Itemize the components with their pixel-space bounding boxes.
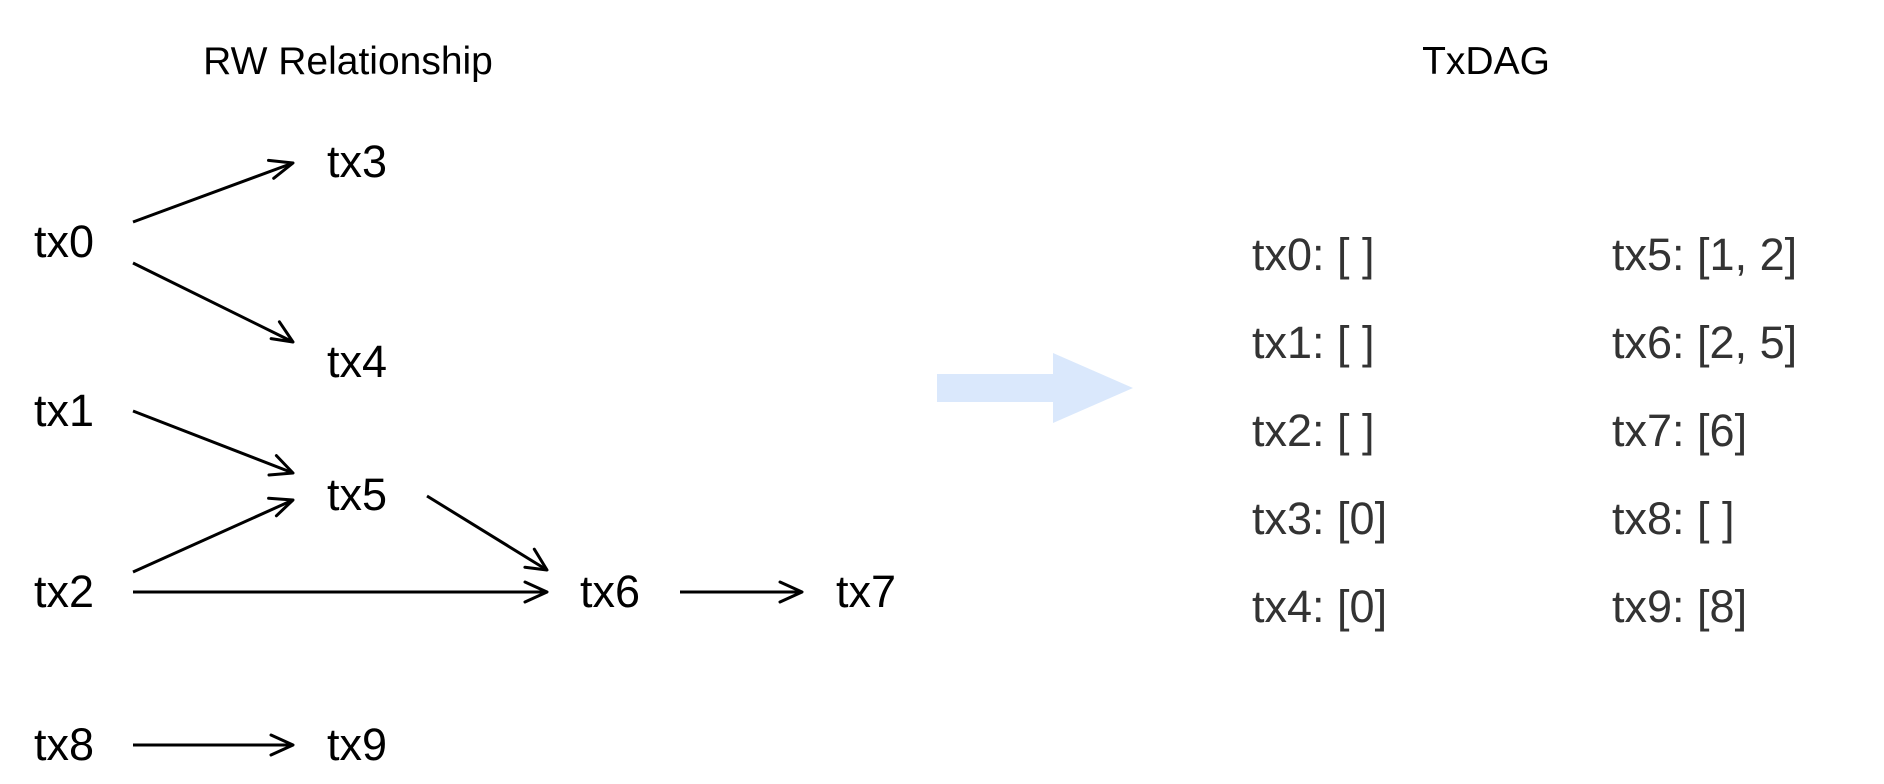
node-tx5: tx5 xyxy=(327,469,387,520)
txdag-entry: tx1: [ ] xyxy=(1252,317,1375,368)
node-tx6: tx6 xyxy=(580,566,640,617)
txdag-list-left: tx0: [ ] tx1: [ ] tx2: [ ] tx3: [0] tx4:… xyxy=(1252,229,1387,632)
node-tx9: tx9 xyxy=(327,719,387,770)
node-tx4: tx4 xyxy=(327,336,387,387)
rw-relationship-title: RW Relationship xyxy=(203,40,493,83)
transform-arrow xyxy=(937,353,1133,423)
txdag-entry: tx5: [1, 2] xyxy=(1612,229,1797,280)
edge-tx2-tx6 xyxy=(133,580,549,604)
txdag-list-right: tx5: [1, 2] tx6: [2, 5] tx7: [6] tx8: [ … xyxy=(1612,229,1797,632)
txdag-entry: tx0: [ ] xyxy=(1252,229,1375,280)
edge-tx6-tx7 xyxy=(680,580,804,604)
edge-tx2-tx5 xyxy=(132,496,295,574)
edge-tx1-tx5 xyxy=(132,409,295,477)
txdag-entry: tx7: [6] xyxy=(1612,405,1747,456)
node-tx0: tx0 xyxy=(34,216,94,267)
txdag-entry: tx3: [0] xyxy=(1252,493,1387,544)
node-tx7: tx7 xyxy=(836,566,896,617)
node-tx2: tx2 xyxy=(34,566,94,617)
edge-tx0-tx3 xyxy=(132,158,295,224)
edge-tx0-tx4 xyxy=(132,261,295,344)
txdag-entry: tx8: [ ] xyxy=(1612,493,1735,544)
nodes: tx0 tx1 tx2 tx3 tx4 tx5 tx6 tx7 tx8 tx9 xyxy=(34,136,896,770)
edges xyxy=(132,158,804,757)
txdag-entry: tx6: [2, 5] xyxy=(1612,317,1797,368)
txdag-entry: tx2: [ ] xyxy=(1252,405,1375,456)
txdag-entry: tx4: [0] xyxy=(1252,581,1387,632)
node-tx3: tx3 xyxy=(327,136,387,187)
edge-tx8-tx9 xyxy=(133,733,295,757)
txdag-entry: tx9: [8] xyxy=(1612,581,1747,632)
txdag-title: TxDAG xyxy=(1422,40,1550,83)
edge-tx5-tx6 xyxy=(426,494,549,572)
node-tx8: tx8 xyxy=(34,719,94,770)
node-tx1: tx1 xyxy=(34,385,94,436)
